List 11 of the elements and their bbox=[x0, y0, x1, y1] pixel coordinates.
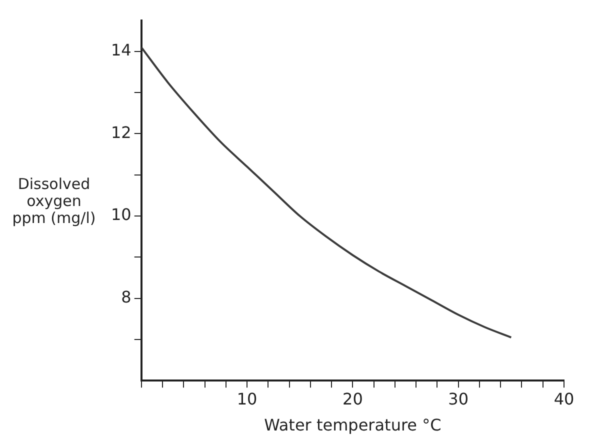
x-tick-label: 10 bbox=[236, 389, 258, 408]
y-tick-label: 14 bbox=[111, 40, 132, 60]
line-series bbox=[141, 46, 512, 338]
x-tick-label: 30 bbox=[448, 389, 469, 408]
y-tick-label: 10 bbox=[111, 205, 132, 224]
x-axis-title: Water temperature °C bbox=[264, 416, 442, 435]
y-axis-title: Dissolved oxygen ppm (mg/l) bbox=[11, 175, 97, 227]
x-tick-label: 40 bbox=[554, 389, 574, 408]
x-tick-label: 20 bbox=[342, 389, 363, 408]
y-tick-label: 12 bbox=[111, 122, 132, 142]
y-tick-label: 8 bbox=[121, 287, 132, 306]
